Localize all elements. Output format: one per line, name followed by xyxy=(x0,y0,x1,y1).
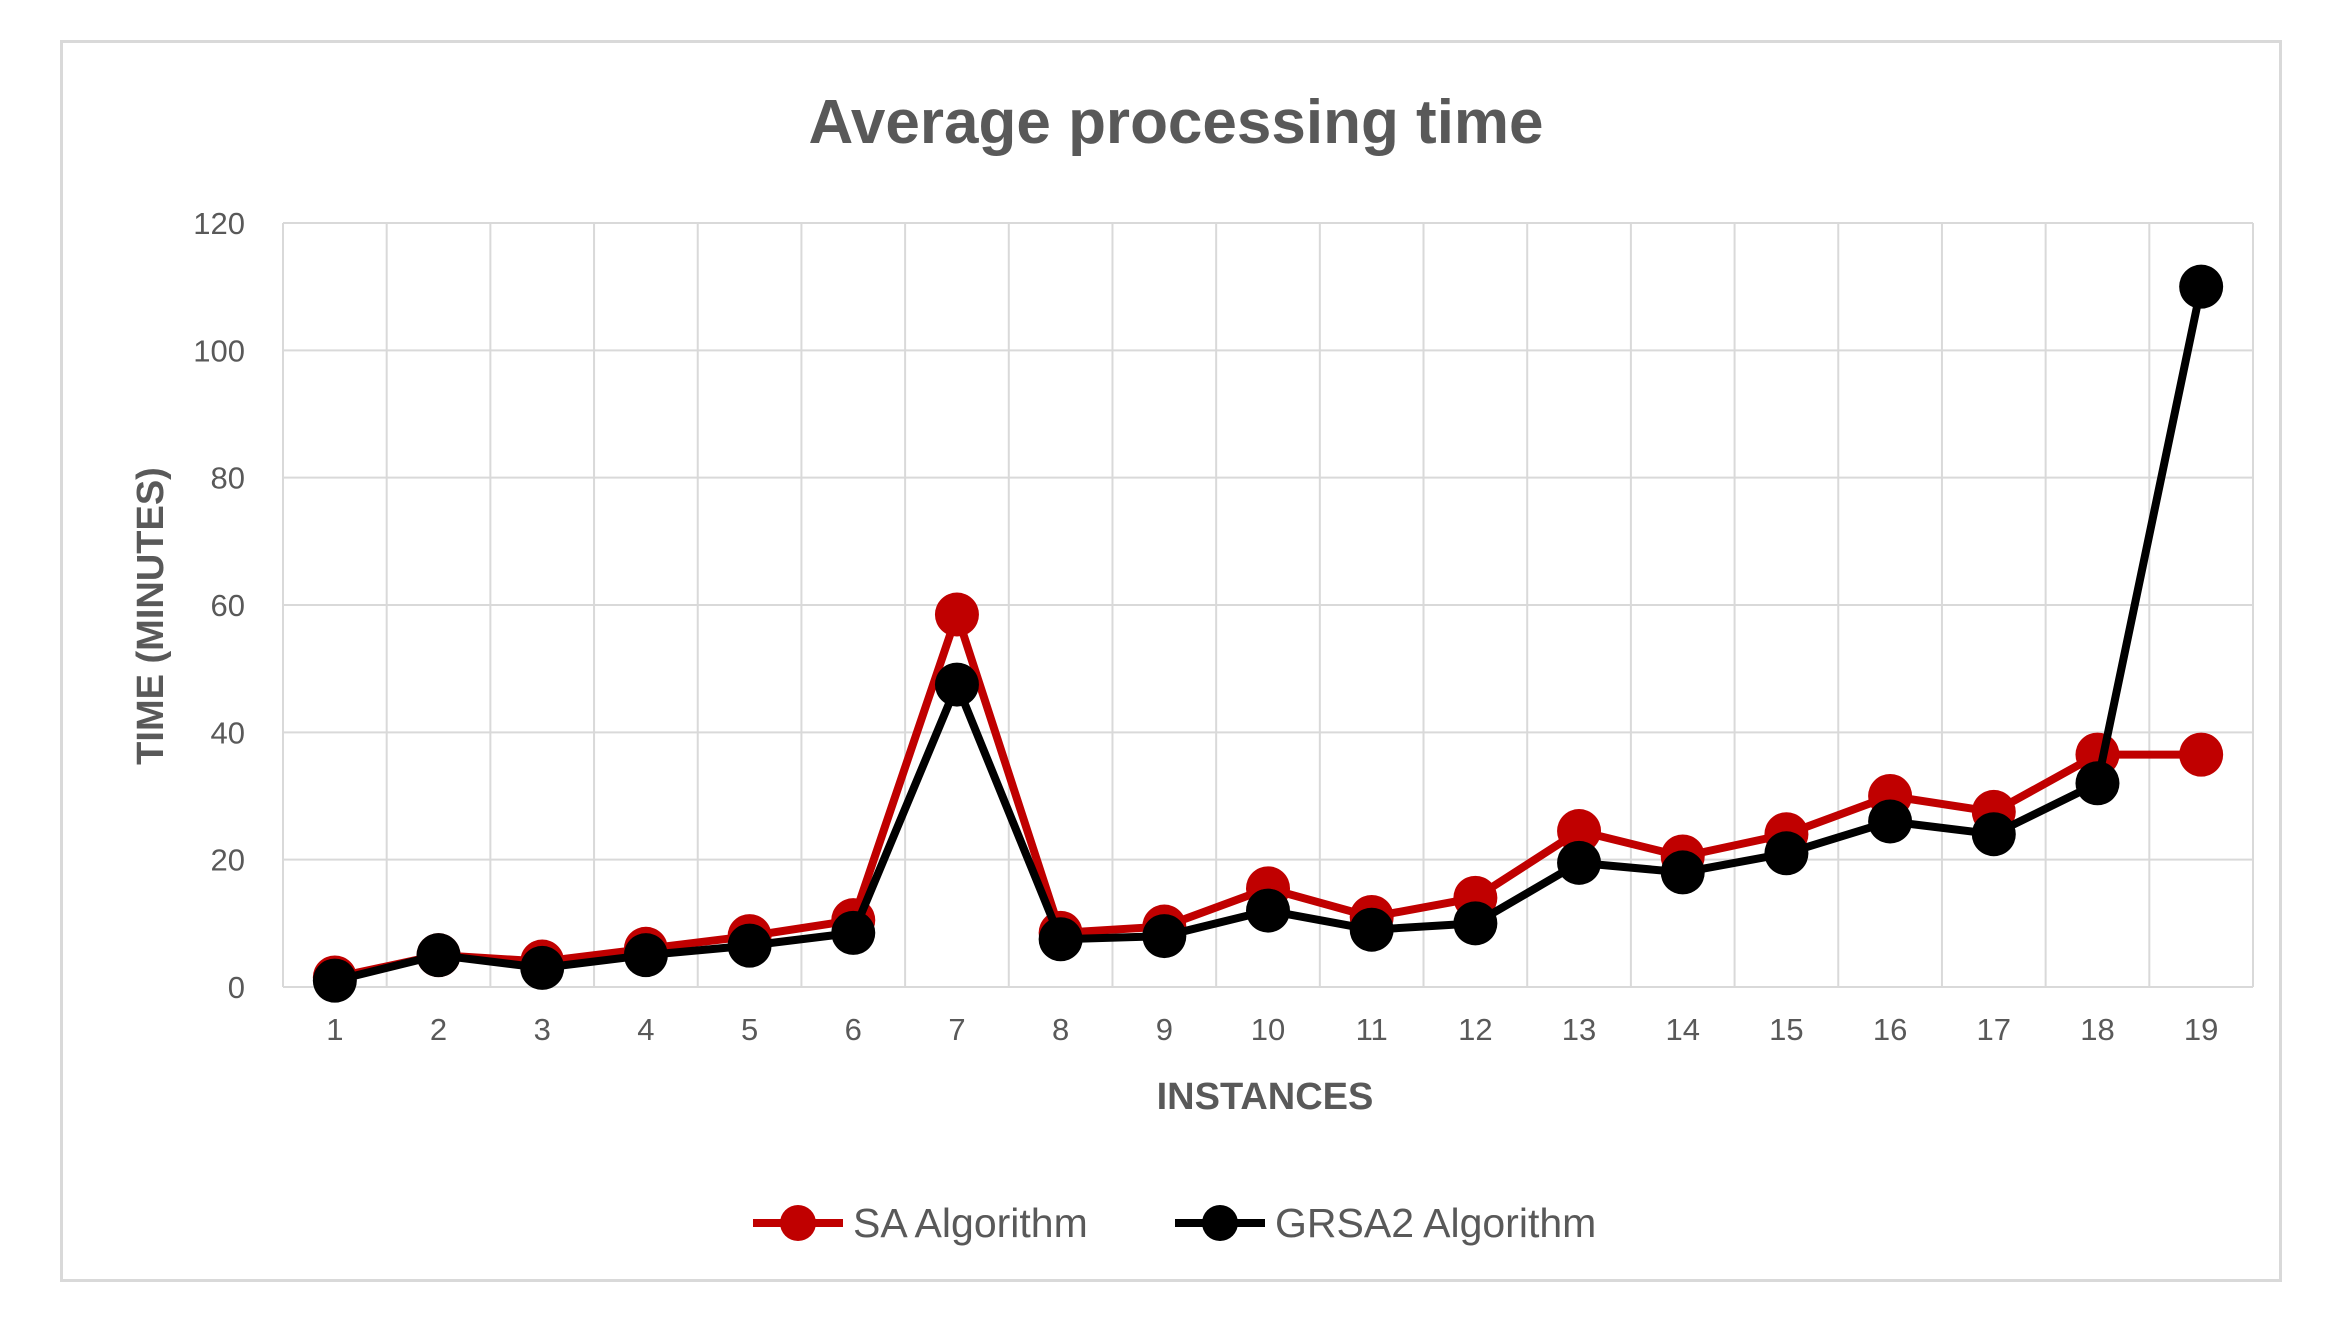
x-tick-label: 18 xyxy=(2080,1012,2114,1047)
x-axis-title: INSTANCES xyxy=(1157,1076,1374,1118)
y-tick-label: 80 xyxy=(211,461,245,496)
legend-item: SA Algorithm xyxy=(753,1200,1088,1246)
data-point xyxy=(520,945,565,990)
x-tick-label: 6 xyxy=(845,1012,862,1047)
chart-title: Average processing time xyxy=(808,88,1543,157)
data-point xyxy=(934,592,979,637)
x-tick-label: 9 xyxy=(1156,1012,1173,1047)
data-point xyxy=(1349,907,1394,952)
data-point xyxy=(2075,761,2120,806)
x-tick-label: 17 xyxy=(1977,1012,2011,1047)
data-point xyxy=(1660,850,1705,895)
y-axis-title: TIME (MINUTES) xyxy=(130,467,172,765)
x-tick-label: 13 xyxy=(1562,1012,1596,1047)
series-grsa2-algorithm xyxy=(312,264,2224,1003)
y-tick-label: 20 xyxy=(211,843,245,878)
data-point xyxy=(1868,799,1913,844)
x-tick-label: 14 xyxy=(1665,1012,1699,1047)
y-tick-label: 120 xyxy=(193,206,245,241)
x-tick-label: 11 xyxy=(1356,1012,1388,1047)
data-point xyxy=(312,958,357,1003)
legend-marker xyxy=(1202,1205,1238,1241)
data-point xyxy=(2179,264,2224,309)
chart-svg: Average processing time 0 20 40 60 80 100 120 1… xyxy=(130,88,2254,1246)
legend-label: GRSA2 Algorithm xyxy=(1275,1200,1596,1246)
y-tick-label: 60 xyxy=(211,588,245,623)
data-point xyxy=(1038,917,1083,962)
x-tick-label: 16 xyxy=(1873,1012,1907,1047)
data-point xyxy=(416,933,461,978)
x-tick-label: 1 xyxy=(326,1012,343,1047)
data-point xyxy=(1453,901,1498,946)
x-tick-label: 5 xyxy=(741,1012,758,1047)
x-tick-label: 19 xyxy=(2184,1012,2218,1047)
legend: SA Algorithm GRSA2 Algorithm xyxy=(753,1200,1596,1246)
data-point xyxy=(831,910,876,955)
x-tick-label: 15 xyxy=(1769,1012,1803,1047)
legend-label: SA Algorithm xyxy=(853,1200,1088,1246)
series-layer xyxy=(312,264,2224,1003)
y-tick-label: 40 xyxy=(211,715,245,750)
data-point xyxy=(1557,840,1602,885)
x-tick-label: 12 xyxy=(1458,1012,1492,1047)
x-tick-label: 10 xyxy=(1251,1012,1285,1047)
data-point xyxy=(934,662,979,707)
data-point xyxy=(623,933,668,978)
x-tick-label: 7 xyxy=(948,1012,965,1047)
data-point xyxy=(1764,831,1809,876)
legend-marker xyxy=(780,1205,816,1241)
grid-layer xyxy=(282,222,2254,988)
data-point xyxy=(1142,914,1187,959)
y-tick-label: 0 xyxy=(228,970,245,1005)
x-tick-label: 2 xyxy=(430,1012,447,1047)
data-point xyxy=(1246,888,1290,933)
x-tick-label: 4 xyxy=(637,1012,654,1047)
y-tick-label: 100 xyxy=(193,333,245,368)
data-point xyxy=(1557,809,1602,854)
chart-frame: Average processing time 0 20 40 60 80 100 120 1… xyxy=(60,40,2282,1282)
data-point xyxy=(727,923,772,968)
legend-item: GRSA2 Algorithm xyxy=(1175,1200,1596,1246)
series-sa-algorithm xyxy=(312,592,2224,1000)
data-point xyxy=(2179,732,2224,777)
x-tick-label: 3 xyxy=(534,1012,551,1047)
data-point xyxy=(1971,812,2016,857)
x-tick-label: 8 xyxy=(1052,1012,1069,1047)
